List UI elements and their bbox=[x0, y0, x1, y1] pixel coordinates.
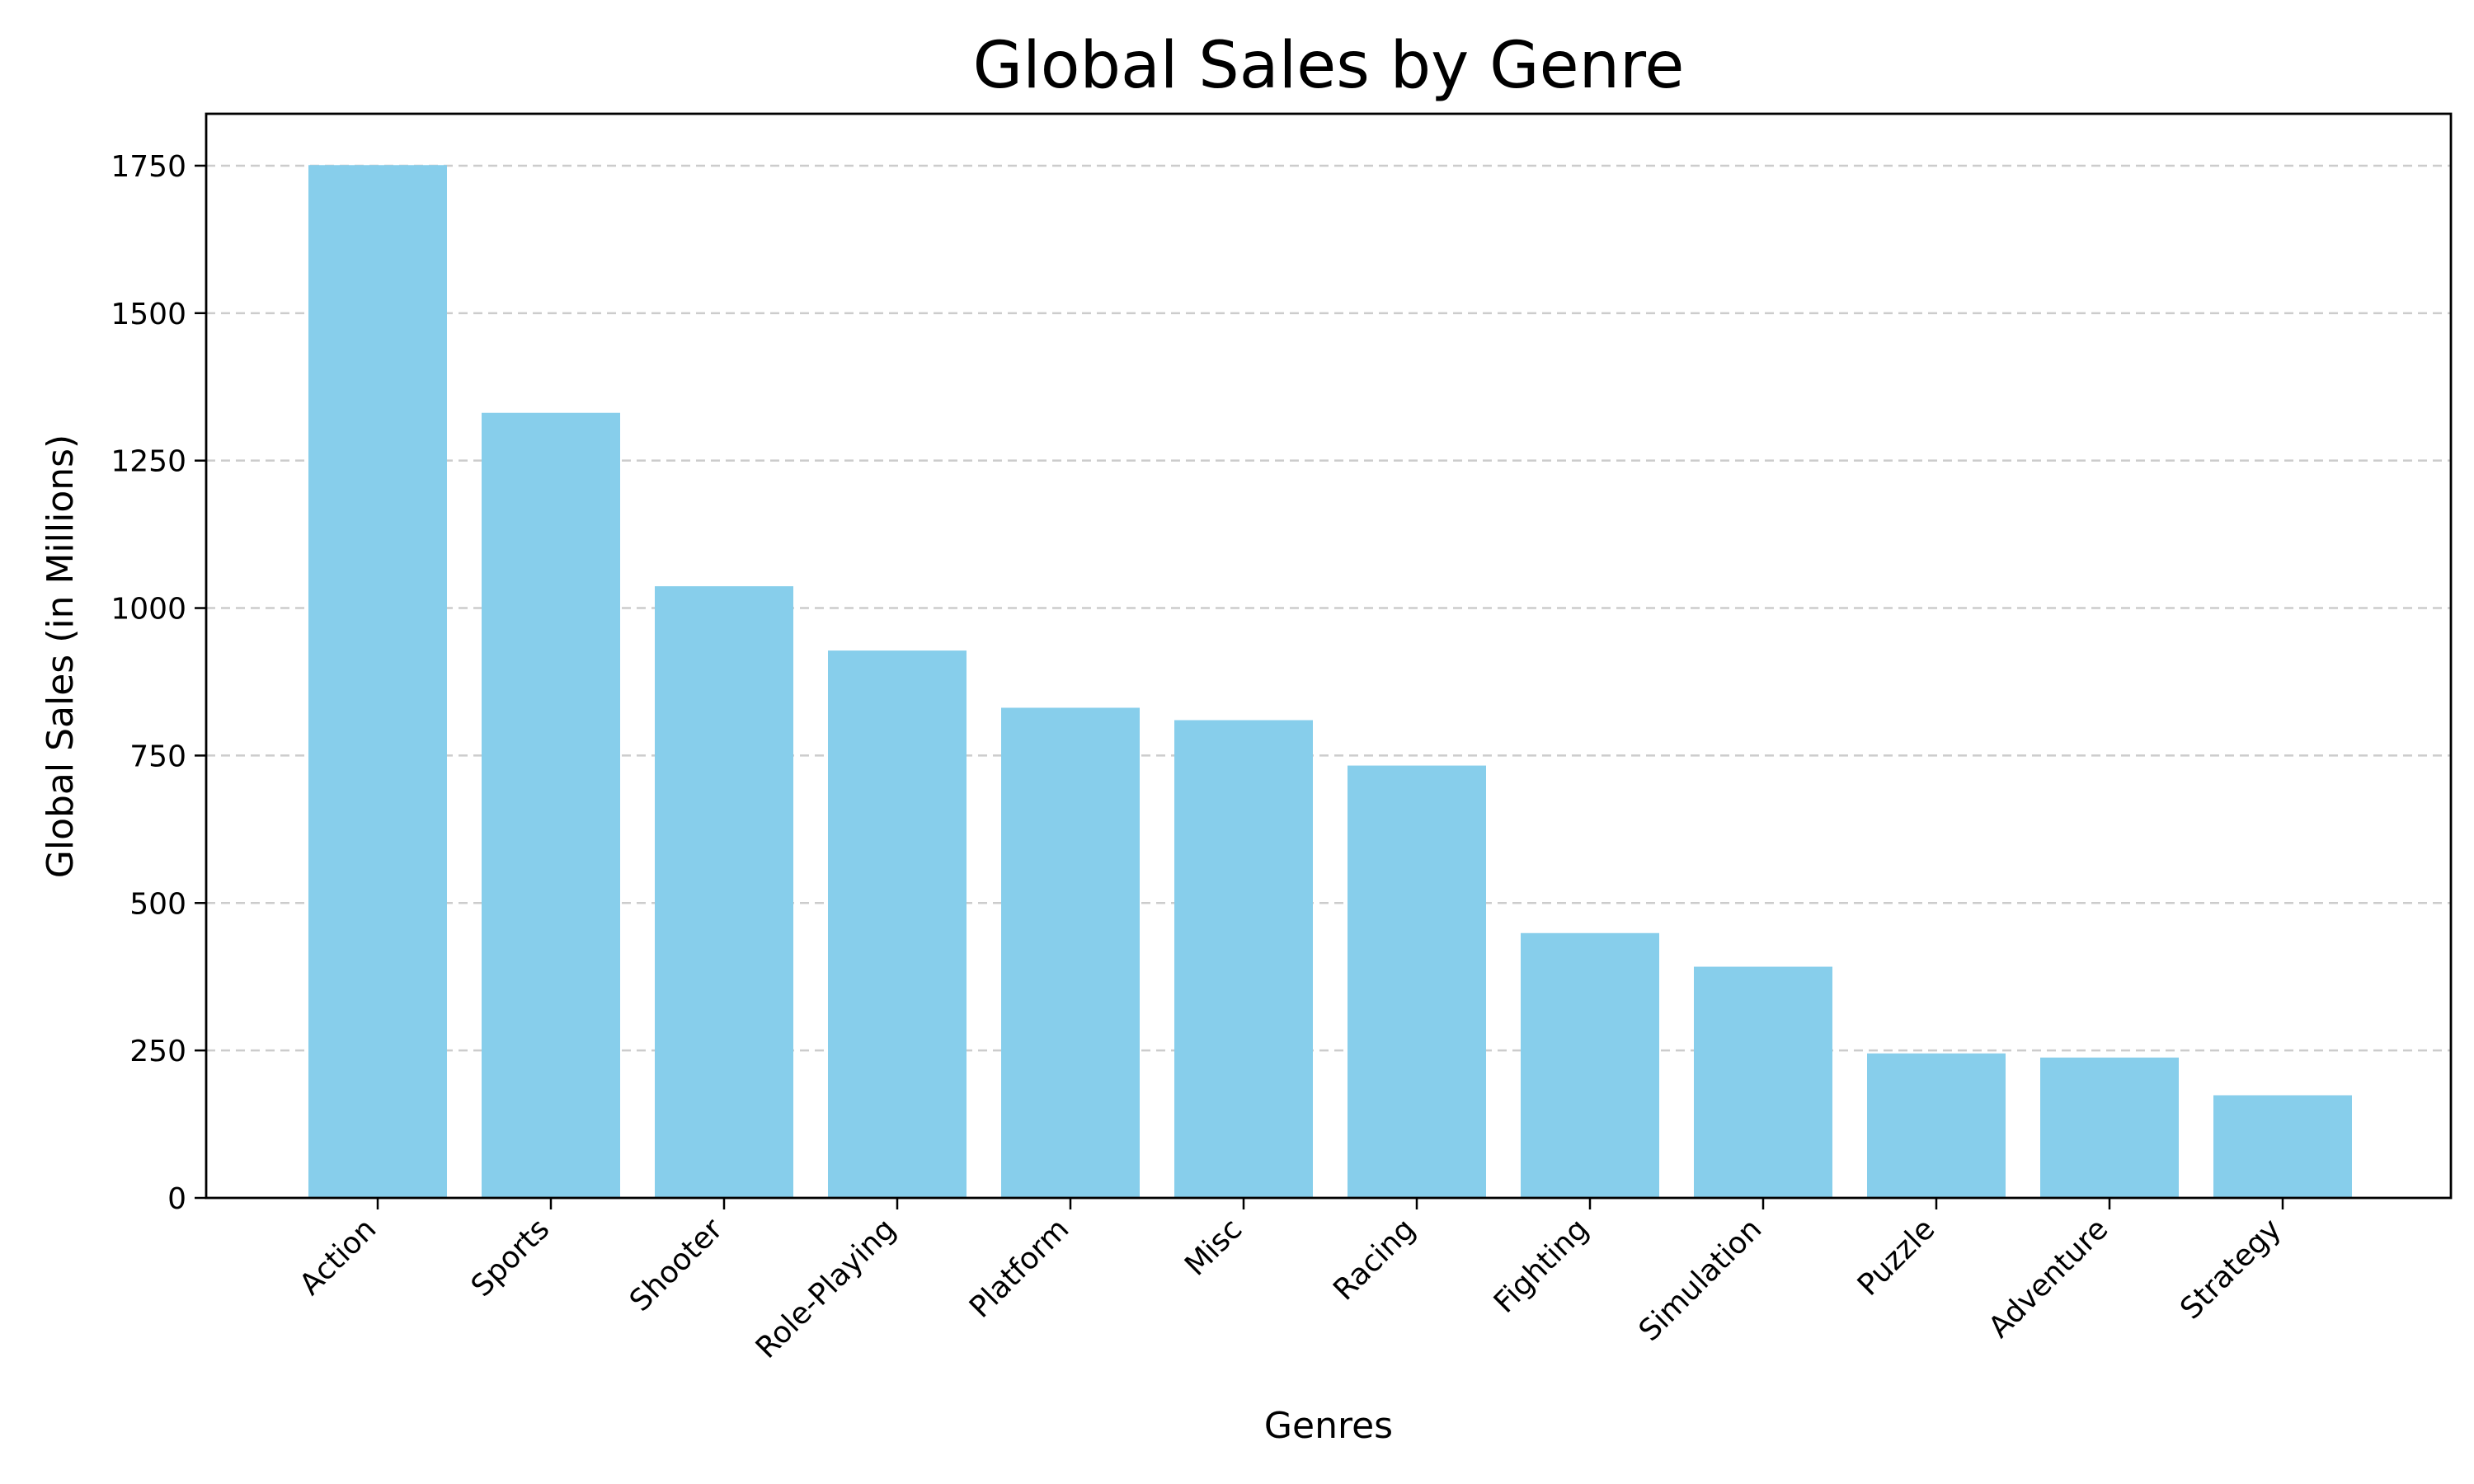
y-tick-label: 500 bbox=[129, 887, 186, 921]
y-tick-label: 0 bbox=[167, 1182, 186, 1216]
x-tick-label: Platform bbox=[963, 1212, 1075, 1324]
bar-shooter bbox=[655, 586, 793, 1198]
y-axis-ticks: 0 250 500 750 1000 1250 1500 1750 bbox=[111, 150, 206, 1216]
y-tick-label: 1000 bbox=[111, 593, 186, 627]
bar-puzzle bbox=[1867, 1053, 2006, 1198]
bars bbox=[308, 165, 2352, 1199]
x-tick-label: Strategy bbox=[2174, 1212, 2288, 1326]
x-tick-label: Simulation bbox=[1633, 1212, 1769, 1348]
y-tick-label: 1750 bbox=[111, 150, 186, 184]
x-axis-label: Genres bbox=[1264, 1405, 1393, 1447]
x-tick-label: Misc bbox=[1178, 1212, 1249, 1282]
bar-fighting bbox=[1521, 932, 1659, 1198]
bar-role-playing bbox=[828, 650, 967, 1198]
x-tick-label: Sports bbox=[465, 1212, 557, 1303]
x-tick-label: Shooter bbox=[623, 1212, 730, 1318]
bar-action bbox=[308, 165, 447, 1199]
x-tick-label: Racing bbox=[1327, 1212, 1422, 1307]
bar-strategy bbox=[2213, 1095, 2352, 1198]
bar-misc bbox=[1174, 720, 1313, 1198]
x-tick-label: Adventure bbox=[1982, 1212, 2115, 1345]
y-axis-label: Global Sales (in Millions) bbox=[40, 434, 82, 878]
bar-racing bbox=[1348, 765, 1486, 1198]
y-tick-label: 250 bbox=[129, 1035, 186, 1068]
y-tick-label: 1250 bbox=[111, 445, 186, 479]
y-tick-label: 750 bbox=[129, 740, 186, 773]
bar-sports bbox=[482, 412, 620, 1198]
bar-simulation bbox=[1694, 966, 1832, 1198]
chart-title: Global Sales by Genre bbox=[973, 29, 1685, 103]
bar-adventure bbox=[2040, 1057, 2179, 1198]
x-tick-label: Puzzle bbox=[1851, 1212, 1941, 1302]
x-tick-label: Action bbox=[294, 1212, 383, 1302]
bar-platform bbox=[1001, 707, 1140, 1198]
plot-frame bbox=[205, 112, 2453, 1200]
x-tick-label: Fighting bbox=[1488, 1212, 1595, 1319]
y-tick-label: 1500 bbox=[111, 298, 186, 331]
x-tick-label: Role-Playing bbox=[750, 1212, 902, 1364]
x-axis-ticks: Action Sports Shooter Role-Playing Platform M… bbox=[294, 1198, 2288, 1365]
